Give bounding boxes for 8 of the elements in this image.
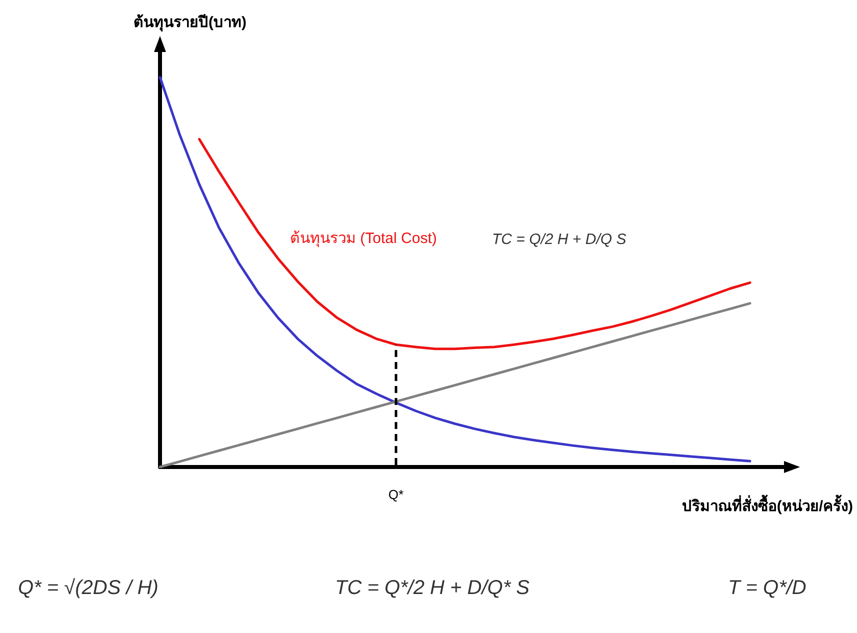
series-label: ต้นทุนรวม (Total Cost) [290, 230, 437, 248]
x-axis-title: ปริมาณที่สั่งซื้อ(หน่วย/ครั้ง) [682, 494, 854, 515]
text: TC = Q*/2 H + D/Q* S [335, 577, 530, 599]
y-axis-title: ต้นทุนรายปี(บาท) [134, 14, 246, 32]
text: T = Q*/D [728, 577, 806, 599]
text: Q* = √(2DS / H) [18, 577, 158, 599]
text: Q* [388, 487, 404, 502]
annotation: TC = Q/2 H + D/Q S [492, 231, 626, 248]
